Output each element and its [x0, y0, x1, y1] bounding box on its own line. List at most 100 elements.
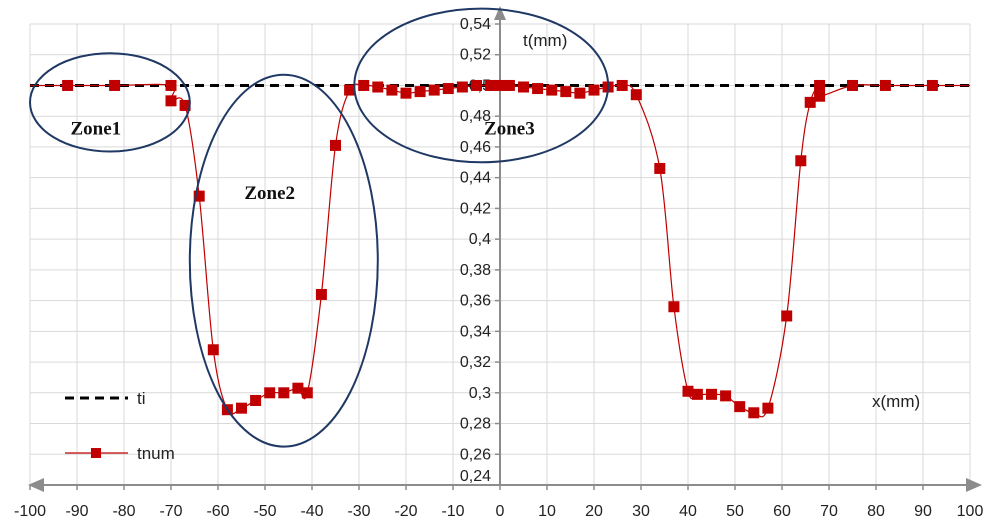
tnum-point — [682, 385, 694, 397]
tnum-point — [250, 394, 262, 406]
tnum-point — [62, 79, 74, 91]
zone-ellipse-zone3 — [353, 7, 610, 164]
legend-tnum-swatch-marker — [91, 448, 101, 458]
tnum-point — [668, 301, 680, 313]
x-axis-label: x(mm) — [872, 392, 920, 411]
tnum-point — [372, 81, 384, 93]
tnum-point — [301, 387, 313, 399]
tnum-point — [546, 84, 558, 96]
zones — [29, 7, 610, 448]
x-tick-label: 100 — [957, 503, 984, 520]
tnum-point — [518, 81, 529, 93]
tnum-point — [264, 387, 276, 399]
tnum-point — [344, 84, 356, 96]
tnum-point — [503, 79, 515, 91]
x-tick-label: 90 — [914, 503, 932, 520]
tnum-point — [574, 87, 586, 99]
x-axis-arrow-left — [28, 478, 44, 492]
x-tick-label: 50 — [726, 503, 744, 520]
zone-label-zone3: Zone3 — [484, 119, 535, 140]
tnum-point — [179, 99, 191, 111]
tnum-point — [428, 84, 440, 96]
y-tick-label: 0,46 — [460, 139, 491, 156]
zone-ellipse-zone2 — [188, 73, 379, 448]
tnum-point — [926, 79, 938, 91]
x-tick-label: -30 — [347, 503, 370, 520]
tnum-point — [616, 79, 628, 91]
zone-ellipse-zone1 — [29, 52, 191, 153]
tnum-point — [193, 190, 205, 202]
tnum-point — [814, 79, 826, 91]
legend-ti-label: ti — [137, 389, 146, 408]
tnum-point — [804, 96, 816, 108]
tnum-point — [847, 79, 858, 91]
y-tick-label: 0,54 — [460, 16, 491, 33]
tnum-point — [207, 344, 219, 356]
zone-label-zone2: Zone2 — [244, 183, 295, 204]
tnum-point — [494, 79, 506, 91]
x-tick-label: -50 — [253, 503, 276, 520]
y-tick-labels: 0,26 0,28 0,3 0,32 0,34 0,36 0,38 0,4 0,42 0,44 0,… — [460, 16, 491, 485]
x-tick-label: 10 — [538, 503, 556, 520]
y-tick-label: 0,42 — [460, 200, 491, 217]
y-tick-label: 0,26 — [460, 446, 491, 463]
tnum-point — [795, 155, 807, 167]
tnum-point — [165, 79, 177, 91]
tnum-point — [814, 90, 826, 102]
tnum-point — [706, 388, 717, 400]
tnum-point — [386, 84, 398, 96]
axes — [28, 6, 982, 492]
tnum-point — [315, 288, 327, 300]
x-tick-label: -40 — [300, 503, 323, 520]
x-axis-arrow-right — [966, 478, 982, 492]
tnum-point — [471, 79, 482, 91]
legend-tnum-label: tnum — [137, 444, 175, 463]
tnum-point — [781, 310, 793, 322]
y-tick-label: 0,4 — [469, 231, 491, 248]
y-tick-label: 0,24 — [460, 468, 491, 485]
x-tick-label: -100 — [14, 503, 46, 520]
x-tick-label: -70 — [159, 503, 182, 520]
x-tick-label: 80 — [867, 503, 885, 520]
tnum-point — [456, 81, 468, 93]
tnum-point — [414, 86, 426, 98]
y-tick-label: 0,38 — [460, 262, 491, 279]
x-tick-label: -60 — [206, 503, 229, 520]
tnum-point — [165, 95, 177, 107]
x-tick-label: -80 — [112, 503, 135, 520]
legend: ti tnum — [65, 389, 175, 463]
tnum-point — [532, 83, 544, 95]
zone-label-zone1: Zone1 — [70, 119, 121, 140]
tnum-point — [748, 407, 760, 419]
y-axis-arrow — [494, 6, 506, 20]
tnum-point — [560, 86, 572, 98]
tnum-point — [400, 87, 412, 99]
x-tick-label: 0 — [496, 503, 505, 520]
y-tick-label: 0,52 — [460, 47, 491, 64]
x-tick-label: 20 — [585, 503, 603, 520]
tnum-point — [292, 382, 304, 394]
x-tick-label: 70 — [820, 503, 838, 520]
tnum-point — [485, 79, 497, 91]
x-tick-label: 40 — [679, 503, 697, 520]
tnum-point — [879, 79, 891, 91]
x-tick-label: -90 — [65, 503, 88, 520]
y-tick-label: 0,44 — [460, 170, 491, 187]
tnum-point — [236, 402, 247, 414]
annotations: Zone1 Zone2 Zone3 — [70, 119, 534, 205]
y-tick-label: 0,36 — [460, 293, 491, 310]
x-tick-label: 30 — [632, 503, 650, 520]
x-tick-label: 60 — [773, 503, 791, 520]
y-tick-label: 0,34 — [460, 323, 491, 340]
x-tick-label: -10 — [441, 503, 464, 520]
y-tick-label: 0,32 — [460, 354, 491, 371]
tnum-point — [654, 162, 666, 174]
x-tick-label: -20 — [394, 503, 417, 520]
tnum-point — [588, 84, 600, 96]
tnum-point — [691, 388, 703, 400]
tnum-point — [442, 83, 454, 95]
tnum-point — [330, 139, 341, 151]
y-tick-label: 0,28 — [460, 416, 491, 433]
tnum-point — [358, 79, 370, 91]
